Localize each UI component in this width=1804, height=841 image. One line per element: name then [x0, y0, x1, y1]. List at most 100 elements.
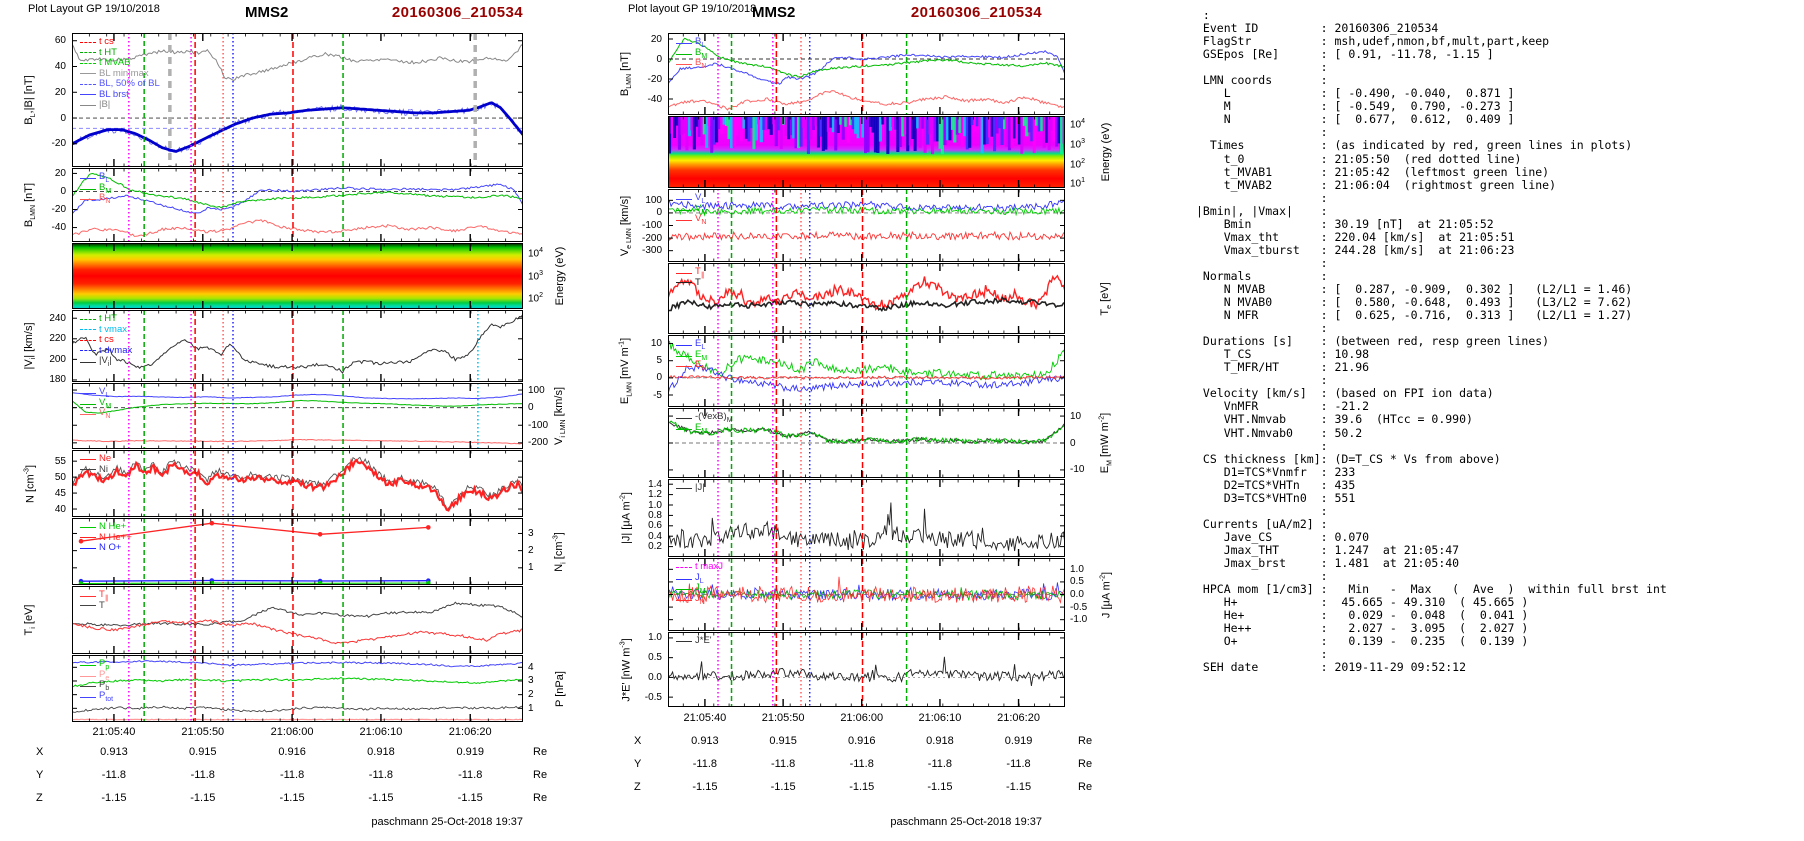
- ephemeris-unit: Re: [533, 769, 548, 781]
- info-line: :: [1196, 125, 1328, 140]
- energy-tick-label: 102: [528, 292, 544, 305]
- legend-item: EL: [676, 339, 705, 353]
- y-tick-label: 1: [528, 562, 534, 574]
- info-line: Bmin : 30.19 [nT] at 21:05:52: [1196, 216, 1494, 231]
- legend-line-sample: [80, 414, 96, 416]
- legend-item: BL: [676, 37, 705, 51]
- legend-label: VN: [99, 407, 111, 420]
- legend-item: N O+: [80, 543, 121, 553]
- ephemeris-unit: Re: [1078, 758, 1093, 770]
- info-line: :: [1196, 569, 1328, 584]
- legend-item: Ni: [80, 464, 108, 475]
- panel-Ve-LMN: [668, 189, 1065, 262]
- info-line: Jmax_brst : 1.481 at 21:05:40: [1196, 555, 1460, 570]
- panel-J-LMN: [668, 558, 1065, 631]
- legend-item: JN: [676, 592, 705, 608]
- legend-item: BL: [80, 172, 109, 186]
- legend-item: BM: [676, 47, 707, 62]
- legend-item: T∥: [676, 267, 704, 281]
- legend-line-sample: [676, 418, 692, 420]
- info-line: LMN coords :: [1196, 73, 1328, 88]
- info-line: D2=TCS*VHTn : 435: [1196, 477, 1356, 492]
- y-tick-label: 0.0: [1070, 589, 1084, 600]
- info-line: Durations [s] : (between red, resp green…: [1196, 334, 1550, 349]
- panel-Vi-mag: [72, 310, 523, 382]
- ephemeris-value: 0.913: [691, 735, 719, 747]
- event-id-title: 20160306_210534: [391, 4, 523, 21]
- legend-item: t vmax: [80, 324, 127, 335]
- y-tick-label: 0: [60, 185, 66, 197]
- y-tick-label: 0.8: [648, 509, 662, 521]
- legend-line-sample: [676, 366, 692, 368]
- legend-line-sample: [676, 273, 692, 275]
- legend-label: BL: [695, 36, 706, 49]
- y-tick-label: 0: [1070, 437, 1076, 449]
- legend-label: J*E': [695, 635, 712, 646]
- ephemeris-row-label: Y: [634, 758, 642, 770]
- legend-line-sample: [80, 94, 96, 95]
- info-line: L : [ -0.490, -0.040, 0.871 ]: [1196, 86, 1515, 101]
- info-line: t_MVAB1 : 21:05:42 (leftmost green line): [1196, 164, 1550, 179]
- info-line: SEH date : 2019-11-29 09:52:12: [1196, 660, 1467, 675]
- info-line: :: [1196, 503, 1328, 518]
- legend-item: |B|: [80, 100, 110, 110]
- info-line: VnMFR : -21.2: [1196, 399, 1370, 414]
- legend-line-sample: [80, 675, 96, 677]
- ephemeris-value: -1.15: [279, 792, 305, 804]
- y-axis-label: J*E' [nW m-3]: [619, 637, 633, 702]
- info-line: Currents [uA/m2] :: [1196, 516, 1328, 531]
- legend-label: JN: [695, 592, 705, 606]
- legend-item: T: [676, 277, 701, 288]
- legend-item: -(VexB)M: [676, 412, 733, 426]
- legend-label: EN: [695, 359, 707, 372]
- legend-line-sample: [80, 537, 96, 538]
- legend-label: T∥: [695, 266, 705, 279]
- panel-E-LMN: [668, 335, 1065, 407]
- legend-label: t cs: [99, 36, 114, 47]
- info-line: HPCA mom [1/cm3] : Min - Max ( Ave ) wit…: [1196, 582, 1667, 597]
- ephemeris-value: 0.913: [100, 746, 128, 758]
- legend-line-sample: [676, 209, 692, 211]
- x-tick-label: 21:05:50: [761, 712, 805, 724]
- legend-line-sample: [80, 199, 96, 201]
- y-tick-label: -0.5: [1070, 601, 1088, 613]
- x-tick-label: 21:06:20: [997, 712, 1040, 724]
- y-tick-label: 2: [528, 545, 534, 557]
- y-tick-label: 20: [54, 86, 66, 98]
- spacecraft-title: MMS2: [245, 4, 289, 21]
- info-line: :: [1196, 60, 1328, 75]
- y-tick-label: 1.0: [1070, 563, 1084, 575]
- y-tick-label: -100: [528, 419, 549, 431]
- event-summary-panel: : Event ID : 20160306_210534 FlagStr : m…: [1196, 8, 1802, 675]
- info-line: T_CS : 10.98: [1196, 347, 1370, 362]
- legend-item: VM: [676, 202, 708, 218]
- ephemeris-value: -1.15: [368, 792, 394, 804]
- panel-J-mag: [668, 479, 1065, 557]
- legend-label: JM: [695, 582, 706, 595]
- figure-footer: paschmann 25-Oct-2018 19:37: [371, 816, 523, 828]
- energy-tick-label: 104: [1070, 118, 1086, 131]
- ephemeris-value: -11.8: [368, 769, 394, 781]
- ephemeris-value: 0.918: [926, 735, 954, 747]
- y-axis-label: |Vi| [km/s]: [22, 322, 38, 370]
- legend-label: N He++: [99, 531, 132, 543]
- x-tick-label: 21:06:20: [448, 726, 492, 738]
- panel-B-LMN: [668, 33, 1065, 115]
- info-line: Jmax_THT : 1.247 at 21:05:47: [1196, 542, 1460, 557]
- legend-line-sample: [676, 199, 692, 201]
- legend-label: BL brst: [99, 88, 129, 100]
- right-axis-label: J [µA m-2]: [1099, 571, 1113, 618]
- legend-label: EM: [695, 421, 708, 435]
- x-tick-label: 21:06:10: [918, 712, 962, 724]
- legend-item: JM: [676, 583, 706, 597]
- legend-label: VM: [695, 202, 708, 216]
- legend-label: Pb: [99, 679, 110, 692]
- y-tick-label: 20: [650, 33, 662, 45]
- y-tick-label: 0.0: [648, 671, 662, 683]
- legend-line-sample: [80, 52, 96, 53]
- y-tick-label: 0: [528, 402, 534, 414]
- legend-label: -(VexB)M: [695, 411, 733, 424]
- ion-spectrogram-colormap: [73, 244, 522, 308]
- panel-BL-B: [72, 33, 523, 167]
